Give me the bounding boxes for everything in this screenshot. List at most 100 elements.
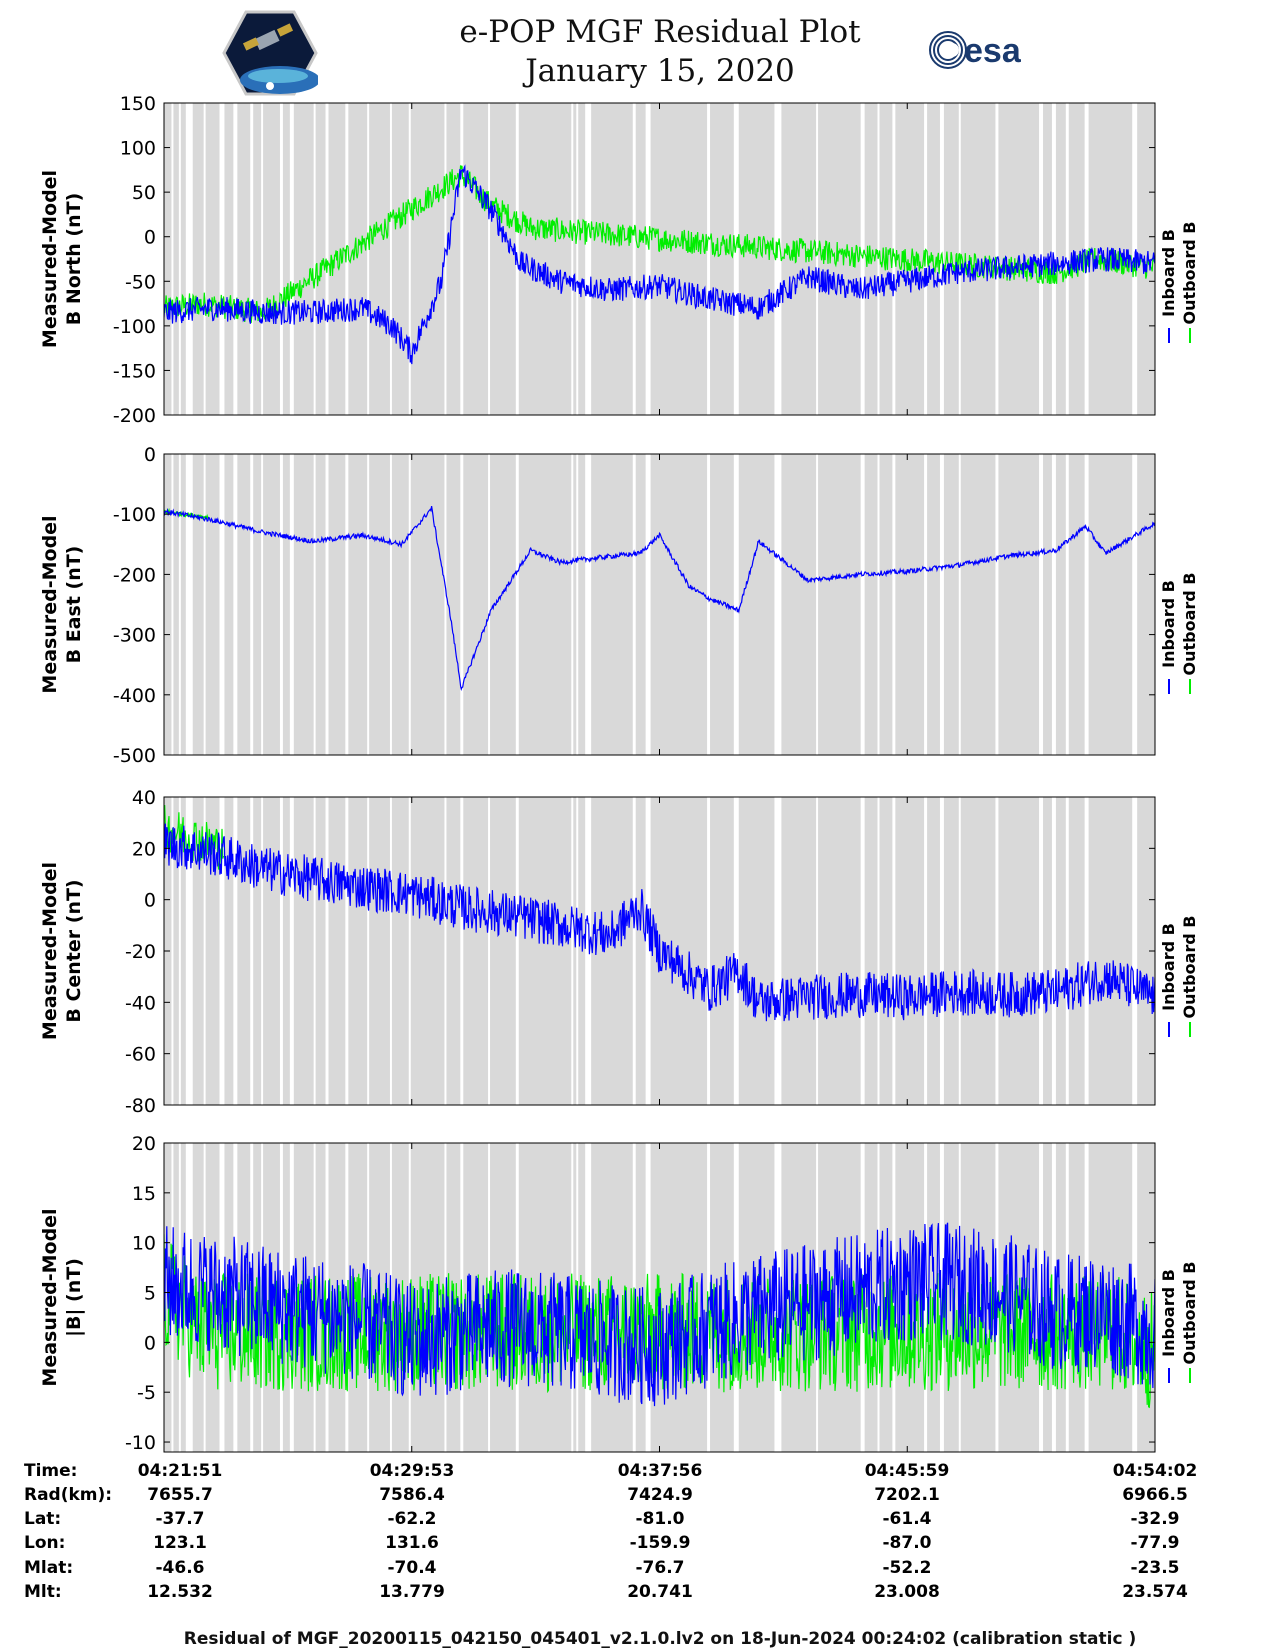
y-tick-label: -200 (113, 405, 156, 427)
info-cell: 7586.4 (379, 1485, 445, 1505)
y-tick-label: -60 (125, 1044, 156, 1066)
time-tick-label: 04:21:51 (138, 1461, 223, 1481)
gap-band (282, 797, 290, 1105)
gap-band (998, 797, 1040, 1105)
legend-label-outboard: Outboard B (1180, 573, 1199, 676)
series-line-inboard (164, 506, 1155, 692)
gap-band (315, 1143, 326, 1452)
y-tick-label: 0 (144, 890, 156, 912)
time-tick-label: 04:29:53 (370, 1461, 455, 1481)
gap-band (348, 454, 368, 755)
gap-band (895, 454, 925, 755)
gap-band (328, 454, 346, 755)
y-tick-label: 50 (132, 182, 156, 204)
gap-band (173, 797, 179, 1105)
legend-label-inboard: Inboard B (1159, 923, 1178, 1011)
gap-band (710, 103, 734, 415)
time-tick-label: 04:54:02 (1113, 1461, 1198, 1481)
info-row-label: Mlt: (24, 1582, 62, 1602)
gap-band (960, 797, 996, 1105)
gap-band (391, 797, 409, 1105)
gap-band (864, 797, 878, 1105)
info-cell: 23.008 (874, 1582, 940, 1602)
gap-band (180, 103, 186, 415)
gap-band (518, 797, 572, 1105)
y-tick-label: 0 (144, 1332, 156, 1354)
gap-band (237, 103, 251, 415)
gap-band (315, 103, 326, 415)
series-line-inboard (164, 1222, 1155, 1407)
gap-band (895, 797, 925, 1105)
gap-band (369, 454, 390, 755)
gap-band (164, 454, 172, 755)
gap-band (237, 454, 251, 755)
y-tick-label: 5 (144, 1283, 156, 1305)
gap-band (781, 454, 817, 755)
y-axis-label: Measured-Model (39, 515, 61, 693)
gap-band (369, 797, 390, 1105)
gap-band (253, 797, 262, 1105)
gap-band (879, 797, 893, 1105)
gap-band (237, 797, 251, 1105)
gap-band (1137, 1143, 1155, 1452)
y-tick-label: -80 (125, 1095, 156, 1117)
info-cell: 20.741 (627, 1582, 693, 1602)
gap-band (263, 103, 280, 415)
gap-band (738, 103, 775, 415)
gap-band (282, 454, 290, 755)
gap-band (635, 103, 646, 415)
gap-band (960, 454, 996, 755)
gap-band (205, 797, 220, 1105)
y-tick-label: -400 (113, 685, 156, 707)
gap-band (635, 797, 646, 1105)
gap-band (578, 103, 586, 415)
gap-band (1068, 797, 1085, 1105)
gap-band (224, 454, 234, 755)
gap-band (180, 797, 186, 1105)
info-cell: -61.4 (883, 1509, 932, 1529)
gap-band (253, 454, 262, 755)
info-row-label: Lon: (24, 1533, 65, 1553)
gap-band (1088, 454, 1133, 755)
y-tick-label: -5 (137, 1382, 156, 1404)
info-cell: 7424.9 (627, 1485, 693, 1505)
info-cell: -77.9 (1131, 1533, 1180, 1553)
info-row-label: Mlat: (24, 1558, 73, 1578)
gap-band (205, 103, 220, 415)
gap-band (573, 1143, 577, 1452)
gap-band (192, 454, 204, 755)
gap-band (173, 103, 179, 415)
y-tick-label: 20 (132, 838, 156, 860)
gap-band (180, 1143, 186, 1452)
gap-band (591, 797, 633, 1105)
series-group (164, 805, 1155, 1022)
plot-title: e-POP MGF Residual Plot (459, 14, 861, 50)
gap-band (650, 454, 708, 755)
series-group (164, 1222, 1155, 1409)
y-tick-label: 20 (132, 1133, 156, 1155)
gap-band (1055, 103, 1066, 415)
gap-band (1088, 797, 1133, 1105)
y-tick-label: 10 (132, 1233, 156, 1255)
gap-band (818, 454, 861, 755)
info-cell: -62.2 (388, 1509, 437, 1529)
gap-band (943, 797, 959, 1105)
info-cell: -159.9 (630, 1533, 691, 1553)
gap-band (348, 103, 368, 415)
gap-band (864, 454, 878, 755)
gap-band (591, 103, 633, 415)
legend-label-outboard: Outboard B (1180, 916, 1199, 1019)
gap-band (463, 103, 489, 415)
y-tick-label: -40 (125, 992, 156, 1014)
gap-band (173, 454, 179, 755)
cassiope-mission-logo (222, 10, 320, 100)
y-tick-label: -100 (113, 504, 156, 526)
gap-band (224, 103, 234, 415)
footer-caption: Residual of MGF_20200115_042150_045401_v… (183, 1629, 1137, 1649)
gap-band (293, 454, 314, 755)
info-row-label: Time: (24, 1461, 77, 1481)
series-line-outboard (164, 165, 1155, 324)
gap-band (1068, 454, 1085, 755)
gap-band (1137, 454, 1155, 755)
gap-band (518, 454, 572, 755)
